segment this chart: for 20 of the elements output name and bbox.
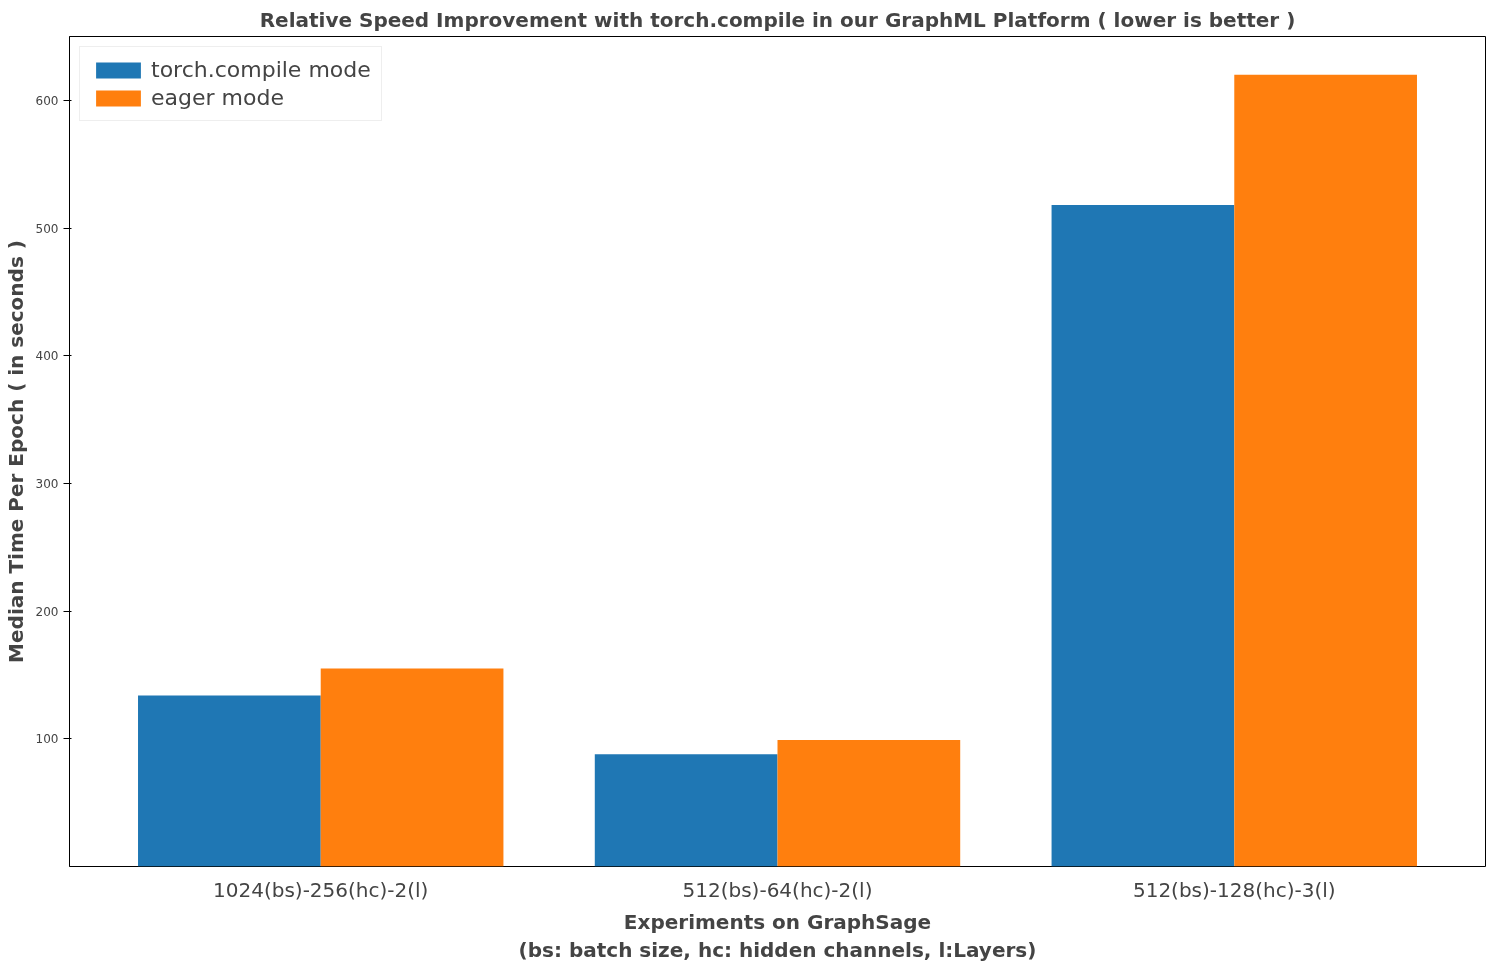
- y-axis-title: Median Time Per Epoch ( in seconds ): [3, 240, 28, 663]
- legend-label: torch.compile mode: [151, 57, 371, 82]
- bar: [1234, 74, 1417, 867]
- x-axis-title: Experiments on GraphSage (bs: batch size, hc: hidden channels, l:Layers): [518, 909, 1037, 963]
- y-tick-label: 500: [35, 221, 59, 236]
- bar: [777, 740, 961, 867]
- y-tick-label: 400: [35, 349, 59, 364]
- y-tick-label: 200: [35, 604, 59, 619]
- chart-title: Relative Speed Improvement with torch.compile in our GraphML Platform ( lower is better ): [259, 7, 1296, 32]
- bar: [594, 754, 778, 867]
- y-tick-label: 300: [35, 476, 59, 491]
- y-tick-label: 100: [35, 732, 59, 747]
- x-tick-label: 512(bs)-128(hc)-3(l): [1132, 877, 1336, 902]
- bar: [138, 695, 321, 867]
- bar: [1051, 205, 1235, 867]
- y-tick-label: 600: [35, 93, 59, 108]
- legend-label: eager mode: [151, 85, 284, 110]
- x-tick-label: 1024(bs)-256(hc)-2(l): [213, 877, 429, 902]
- bar: [320, 668, 504, 867]
- x-tick-label: 512(bs)-64(hc)-2(l): [682, 877, 873, 902]
